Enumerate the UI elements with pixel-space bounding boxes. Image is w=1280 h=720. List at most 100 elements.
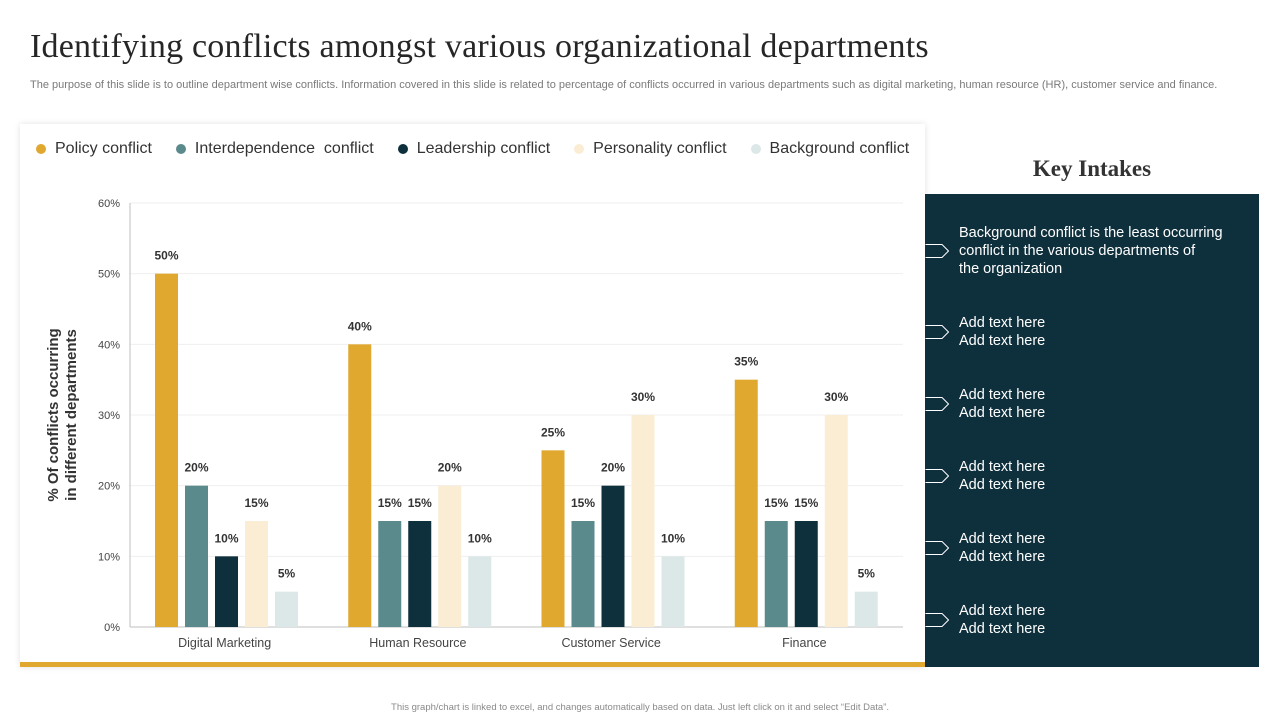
footnote: This graph/chart is linked to excel, and… [391, 702, 889, 713]
legend-item-leadership: Leadership conflict [397, 140, 551, 158]
legend-label-interdependence: Interdependence conflict [194, 140, 374, 157]
chart-accent-bar [20, 662, 925, 667]
y-axis-label-line: % Of conflicts occurring [45, 328, 62, 501]
intake-line: Add text here [959, 603, 1046, 619]
bar [734, 379, 758, 627]
intake-line: Add text here [959, 621, 1046, 637]
pentagon-arrow-icon [925, 469, 949, 483]
legend-label-leadership: Leadership conflict [416, 140, 551, 157]
page-subtitle: The purpose of this slide is to outline … [30, 79, 1218, 91]
chart-panel: Policy conflict Interdependence conflict… [20, 124, 925, 667]
pentagon-arrow-icon [925, 541, 949, 555]
bar [571, 521, 595, 627]
x-category-label: Finance [782, 636, 827, 650]
bar-value-label: 15% [571, 496, 595, 510]
pentagon-arrow-icon [925, 244, 949, 258]
legend-item-personality: Personality conflict [574, 140, 727, 158]
bar-value-label: 30% [631, 390, 655, 404]
intake-line: conflict in the various departments of [959, 243, 1196, 259]
bar [275, 591, 298, 627]
y-tick-label: 20% [98, 481, 120, 493]
y-tick-label: 60% [98, 198, 120, 210]
bar-value-label: 10% [214, 531, 238, 545]
legend-dot-interdependence [175, 144, 186, 154]
bar-value-label: 10% [468, 531, 492, 545]
bar [245, 521, 268, 627]
bar-value-label: 50% [154, 249, 178, 263]
bar [631, 415, 655, 627]
intake-line: Background conflict is the least occurri… [959, 225, 1223, 241]
bar-value-label: 15% [794, 496, 818, 510]
intake-line: the organization [959, 261, 1063, 277]
bar [794, 521, 818, 627]
intake-text: Add text here Add text here [959, 314, 1239, 350]
intake-text: Add text here Add text here [959, 386, 1239, 422]
pentagon-arrow-icon [925, 613, 949, 627]
bar-value-label: 5% [278, 567, 296, 581]
legend-item-background: Background conflict [750, 140, 910, 158]
legend-dot-leadership [397, 144, 408, 154]
intake-line: Add text here [959, 315, 1046, 331]
y-tick-label: 40% [98, 339, 120, 351]
page-title: Identifying conflicts amongst various or… [30, 28, 929, 65]
bar-value-label: 30% [824, 390, 848, 404]
y-axis-label-line: in different departments [63, 329, 80, 501]
intake-text: Add text here Add text here [959, 530, 1239, 566]
bar-chart: 0% 10% 20% 30% 40% 50% 60% % Of conflicts occur… [45, 198, 903, 650]
bar [601, 485, 625, 627]
x-category-label: Human Resource [369, 636, 466, 650]
intake-text: Add text here Add text here [959, 602, 1239, 638]
key-intakes-panel: Background conflict is the least occurri… [925, 194, 1259, 667]
key-intakes-title: Key Intakes [1032, 156, 1152, 181]
chart-legend: Policy conflict Interdependence conflict… [36, 140, 909, 158]
y-tick-label: 0% [104, 622, 120, 634]
intake-text: Add text here Add text here [959, 458, 1239, 494]
bar-value-label: 15% [408, 496, 432, 510]
bar-value-label: 20% [438, 461, 462, 475]
bar [764, 521, 788, 627]
x-category-label: Customer Service [561, 636, 660, 650]
bar-value-label: 25% [541, 425, 565, 439]
legend-label-personality: Personality conflict [593, 140, 727, 157]
bar [541, 450, 565, 627]
bar-value-label: 20% [601, 461, 625, 475]
bar [155, 273, 178, 627]
bar [215, 556, 238, 627]
bar-value-label: 40% [348, 319, 372, 333]
legend-item-interdependence: Interdependence conflict [175, 140, 374, 158]
legend-dot-background [750, 144, 761, 154]
bar [661, 556, 685, 627]
y-axis-label: % Of conflicts occurringin different dep… [45, 328, 80, 501]
intake-line: Add text here [959, 405, 1046, 421]
x-category-label: Digital Marketing [178, 636, 271, 650]
bar-value-label: 15% [244, 496, 268, 510]
bar [438, 485, 462, 627]
bar [468, 556, 492, 627]
legend-dot-personality [574, 144, 585, 154]
bar-value-label: 35% [734, 355, 758, 369]
pentagon-arrow-icon [925, 325, 949, 339]
legend-label-policy: Policy conflict [55, 140, 152, 157]
bar-value-label: 15% [378, 496, 402, 510]
intake-line: Add text here [959, 477, 1046, 493]
bar-value-label: 5% [858, 567, 876, 581]
bar [185, 485, 208, 627]
intake-line: Add text here [959, 549, 1046, 565]
legend-item-policy: Policy conflict [36, 140, 152, 158]
intake-text: Background conflict is the least occurri… [959, 224, 1239, 278]
y-tick-label: 50% [98, 269, 120, 281]
bar-value-label: 20% [184, 461, 208, 475]
bar [824, 415, 848, 627]
legend-dot-policy [36, 144, 46, 154]
y-tick-label: 30% [98, 410, 120, 422]
bar [854, 591, 878, 627]
bar [348, 344, 372, 627]
intake-line: Add text here [959, 387, 1046, 403]
bar-value-label: 10% [661, 531, 685, 545]
y-tick-label: 10% [98, 551, 120, 563]
pentagon-arrow-icon [925, 397, 949, 411]
bar-value-label: 15% [764, 496, 788, 510]
legend-label-background: Background conflict [769, 140, 910, 157]
intake-line: Add text here [959, 531, 1046, 547]
bar [408, 521, 432, 627]
